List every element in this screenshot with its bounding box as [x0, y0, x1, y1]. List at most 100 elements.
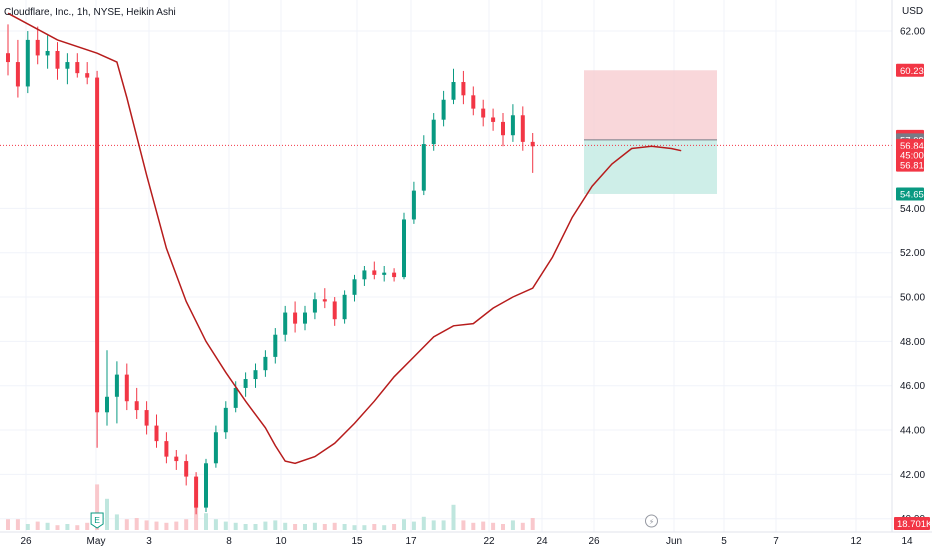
candle-body — [144, 410, 149, 426]
candle-body — [65, 62, 70, 69]
candle — [253, 363, 258, 388]
x-tick-label: 14 — [901, 536, 913, 547]
candle — [421, 135, 426, 196]
x-tick-label: May — [87, 536, 106, 547]
candle — [342, 290, 347, 324]
position-zones[interactable] — [584, 70, 717, 194]
y-tick-label: 48.00 — [900, 337, 925, 348]
candle — [402, 212, 406, 280]
candle — [322, 288, 327, 309]
price-tag: 56.84 — [896, 138, 924, 152]
volume-bar — [263, 521, 268, 530]
candle — [95, 70, 100, 448]
candle — [431, 113, 436, 151]
chart-title: Cloudflare, Inc., 1h, NYSE, Heikin Ashi — [4, 7, 176, 18]
earnings-label: E — [94, 515, 100, 525]
candle-body — [362, 270, 367, 280]
event-markers[interactable]: E ⚡ — [90, 512, 658, 529]
candle — [441, 90, 446, 127]
candle — [312, 292, 317, 320]
candle — [481, 99, 486, 127]
x-tick-label: 22 — [483, 536, 495, 547]
candle-body — [441, 99, 446, 120]
candle — [204, 458, 208, 513]
volume-bar — [114, 514, 119, 530]
x-tick-label: 26 — [588, 536, 600, 547]
candle-body — [342, 294, 347, 320]
volume-bar — [144, 520, 149, 530]
y-tick-label: 50.00 — [900, 293, 925, 304]
volume-bar — [451, 504, 456, 530]
candle — [6, 24, 10, 76]
candle-body — [283, 312, 288, 335]
candle — [283, 305, 288, 342]
time-axis[interactable]: 26 May 3 8 10 15 17 22 24 26 Jun 5 7 12 14 — [20, 536, 913, 547]
volume-bar — [6, 519, 10, 530]
candle — [164, 432, 169, 464]
volume-bar — [312, 522, 317, 530]
earnings-marker[interactable]: E — [90, 512, 104, 529]
volume-bar — [510, 520, 515, 530]
candle — [25, 31, 30, 94]
candle — [263, 350, 268, 377]
candle-body — [510, 115, 515, 136]
candle — [382, 266, 387, 282]
candle — [213, 425, 218, 468]
moving-average-line — [7, 12, 682, 465]
x-tick-label: 26 — [20, 536, 32, 547]
candle-body — [303, 312, 307, 324]
volume-bar — [402, 519, 406, 530]
candle-body — [223, 407, 228, 433]
candle — [501, 113, 505, 147]
dividend-marker[interactable]: ⚡ — [645, 514, 658, 528]
candle-body — [154, 425, 159, 442]
candles — [6, 24, 535, 515]
volume-bar — [204, 513, 208, 530]
candle — [35, 26, 40, 65]
volume-bar — [85, 522, 90, 530]
candle — [451, 68, 456, 105]
candle — [55, 42, 60, 80]
candle — [411, 181, 416, 224]
price-tag-bg — [896, 148, 924, 162]
candle — [510, 104, 515, 142]
price-tag-label: 56.84 — [900, 141, 924, 152]
candle-body — [213, 432, 218, 464]
candle-body — [312, 299, 317, 313]
candle-body — [6, 53, 10, 63]
volume-bar — [164, 522, 169, 530]
volume-bar — [223, 521, 228, 530]
candle — [530, 133, 535, 173]
volume-tag-bg — [894, 517, 930, 530]
take-profit-zone[interactable] — [584, 139, 717, 194]
price-tag-label: 54.65 — [900, 189, 924, 200]
price-tag: 54.65 — [896, 187, 924, 201]
candle-body — [372, 270, 377, 275]
candle-body — [15, 62, 20, 87]
candle — [520, 106, 525, 151]
price-tag-label: 56.81 — [900, 161, 924, 172]
volume-bar — [471, 522, 476, 530]
volume-tag: 18.701K — [894, 517, 932, 530]
price-tag-bg — [896, 63, 924, 77]
candle-body — [75, 62, 80, 74]
volume-bar — [372, 524, 377, 530]
candle-body — [174, 456, 179, 462]
price-tag-label: 60.23 — [900, 66, 924, 77]
x-tick-label: Jun — [666, 536, 682, 547]
candle — [273, 328, 278, 364]
candle — [303, 305, 307, 331]
candle — [134, 387, 139, 419]
volume-bar — [491, 522, 496, 530]
stop-loss-zone[interactable] — [584, 70, 717, 140]
candle — [144, 401, 149, 435]
x-tick-label: 5 — [721, 536, 727, 547]
price-axis[interactable]: 40.0042.0044.0046.0048.0050.0052.0054.00… — [900, 27, 925, 526]
candle — [174, 449, 179, 470]
candle — [293, 301, 298, 333]
x-tick-label: 3 — [146, 536, 152, 547]
candle-body — [471, 95, 476, 109]
y-tick-label: 46.00 — [900, 381, 925, 392]
